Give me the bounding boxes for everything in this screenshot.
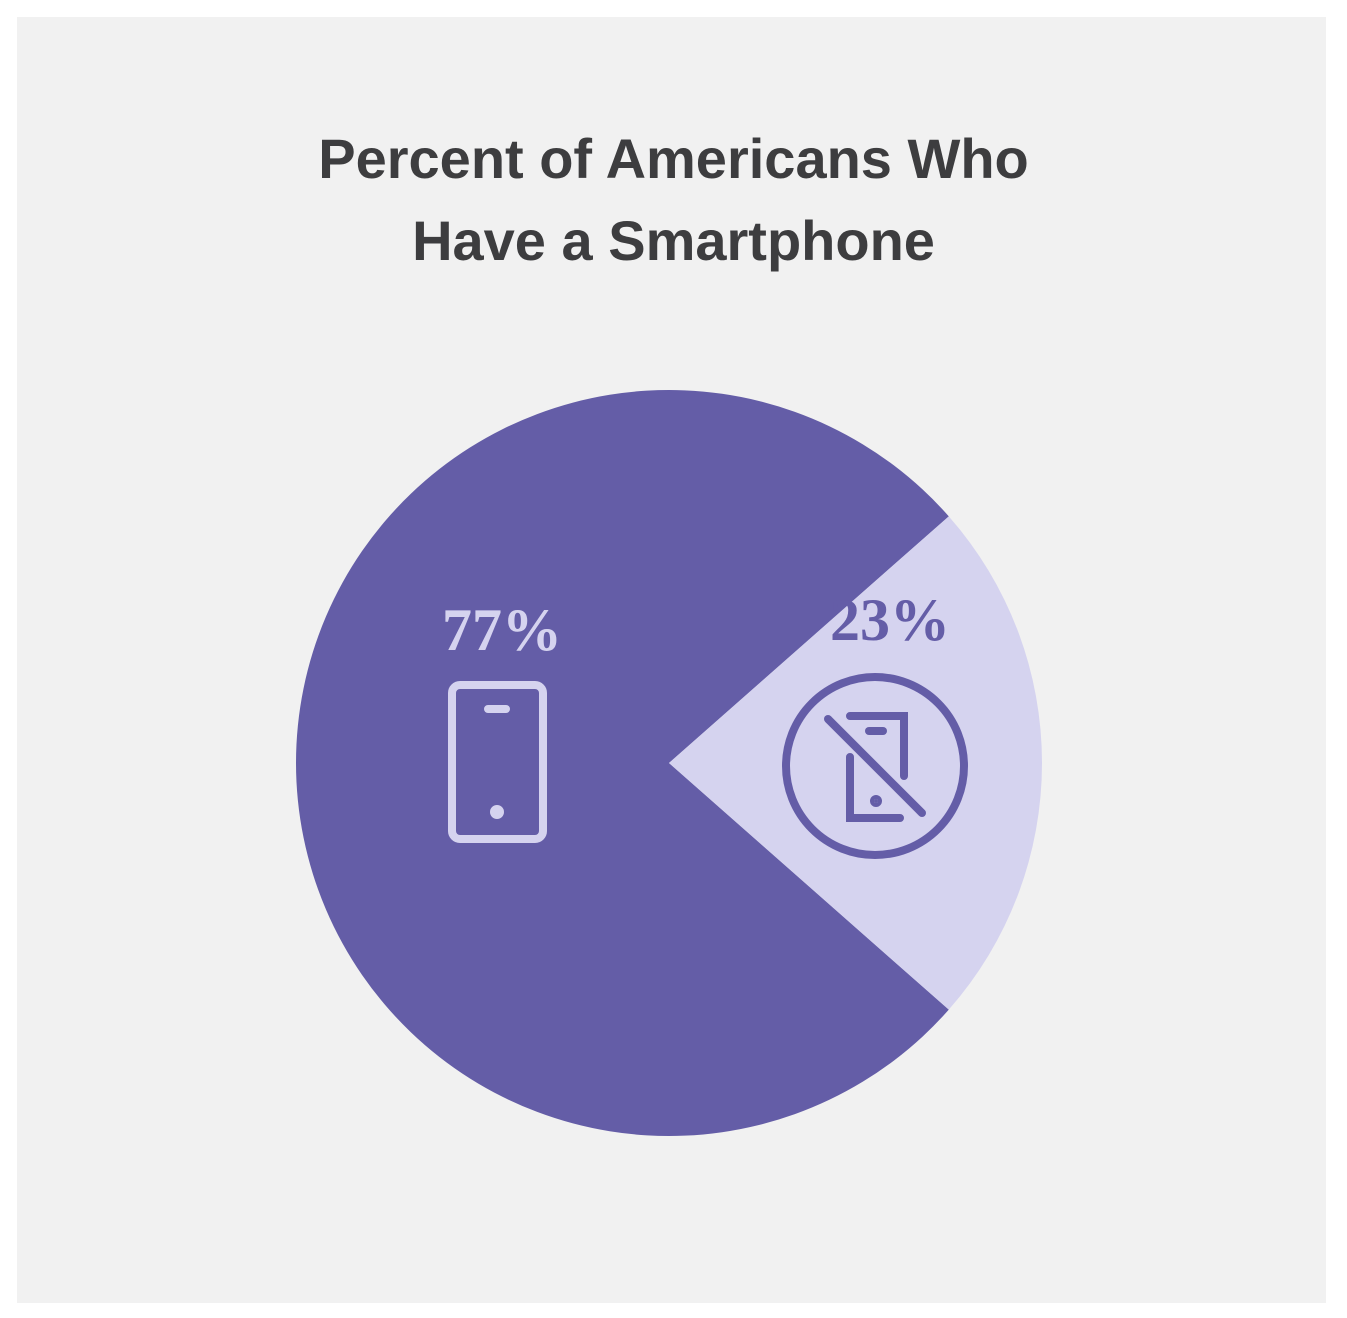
pie-slice-smartphone — [296, 390, 949, 1137]
smartphone-icon — [448, 681, 547, 843]
chart-title-line-2: Have a Smartphone — [412, 209, 935, 272]
slice-label-smartphone: 77% — [442, 597, 562, 663]
no-smartphone-icon — [782, 673, 968, 859]
pie-slices — [296, 390, 1042, 1137]
chart-title-line-1: Percent of Americans Who — [318, 127, 1029, 190]
chart-title: Percent of Americans Who Have a Smartpho… — [0, 118, 1347, 282]
slice-label-no-smartphone: 23% — [830, 587, 950, 653]
pie-slice-no-smartphone — [669, 516, 1042, 1010]
